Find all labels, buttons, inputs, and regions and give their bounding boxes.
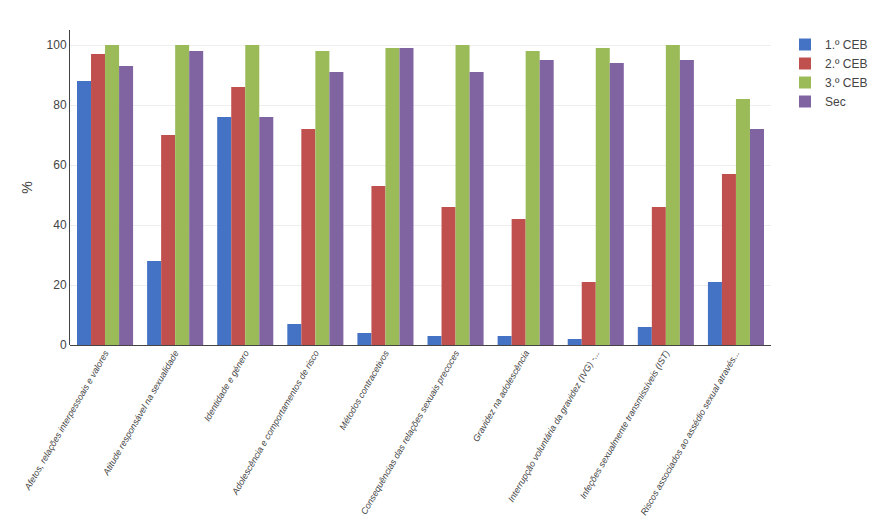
svg-text:Riscos associados ao assédio s: Riscos associados ao assédio sexual atra…: [639, 349, 742, 517]
svg-text:1.º CEB: 1.º CEB: [825, 38, 867, 52]
svg-text:Sec: Sec: [825, 95, 846, 109]
svg-text:Adolescência e comportamentos: Adolescência e comportamentos de risco: [230, 349, 321, 497]
svg-text:40: 40: [53, 218, 67, 232]
svg-text:100: 100: [47, 38, 67, 52]
svg-text:0: 0: [60, 338, 67, 352]
svg-text:Gravidez na adolescência: Gravidez na adolescência: [471, 349, 531, 444]
svg-text:Identidade e género: Identidade e género: [202, 349, 251, 423]
svg-text:20: 20: [53, 278, 67, 292]
svg-text:%: %: [19, 181, 35, 193]
svg-text:Afetos, relações interpessoais: Afetos, relações interpessoais e valores: [22, 348, 111, 492]
svg-text:Interrupção voluntária da grav: Interrupção voluntária da gravidez (IVG)…: [506, 349, 601, 504]
svg-text:Infeções sexualmente transmiss: Infeções sexualmente transmissíveis (IST…: [578, 349, 671, 501]
svg-text:3.º CEB: 3.º CEB: [825, 76, 867, 90]
svg-text:Métodos contracetivos: Métodos contracetivos: [337, 348, 391, 431]
svg-text:Atitude responsável na sexuali: Atitude responsável na sexualidade: [101, 349, 181, 478]
svg-text:80: 80: [53, 98, 67, 112]
svg-text:60: 60: [53, 158, 67, 172]
svg-text:Consequências das relações sex: Consequências das relações sexuais preco…: [359, 348, 462, 516]
svg-text:2.º CEB: 2.º CEB: [825, 57, 867, 71]
